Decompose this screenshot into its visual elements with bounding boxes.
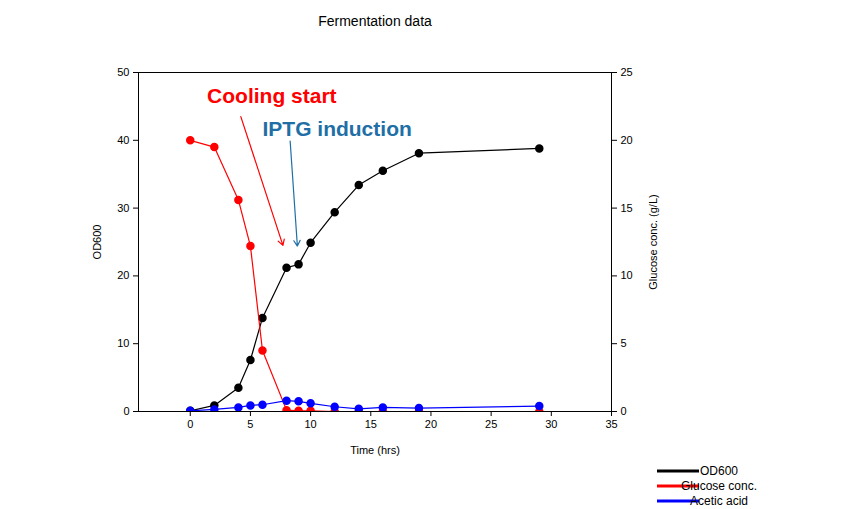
svg-text:10: 10 [304, 418, 316, 430]
svg-text:20: 20 [117, 269, 129, 281]
svg-text:Cooling start: Cooling start [207, 84, 337, 107]
svg-text:20: 20 [621, 134, 633, 146]
svg-text:15: 15 [365, 418, 377, 430]
svg-text:10: 10 [621, 269, 633, 281]
svg-text:0: 0 [621, 405, 627, 417]
svg-text:Acetic acid: Acetic acid [690, 494, 748, 508]
svg-text:Fermentation data: Fermentation data [318, 13, 432, 29]
svg-text:Glucose conc. (g/L): Glucose conc. (g/L) [647, 194, 659, 289]
svg-text:30: 30 [545, 418, 557, 430]
svg-text:IPTG induction: IPTG induction [262, 117, 411, 140]
svg-text:40: 40 [117, 134, 129, 146]
svg-text:OD600: OD600 [91, 225, 103, 260]
svg-text:25: 25 [485, 418, 497, 430]
svg-text:Glucose conc.: Glucose conc. [681, 479, 757, 493]
svg-text:50: 50 [117, 66, 129, 78]
svg-text:5: 5 [247, 418, 253, 430]
svg-text:Time (hrs): Time (hrs) [350, 444, 400, 456]
svg-text:25: 25 [621, 66, 633, 78]
svg-text:OD600: OD600 [700, 464, 738, 478]
svg-text:0: 0 [187, 418, 193, 430]
svg-text:5: 5 [621, 337, 627, 349]
svg-text:20: 20 [425, 418, 437, 430]
svg-text:0: 0 [123, 405, 129, 417]
svg-text:10: 10 [117, 337, 129, 349]
svg-text:35: 35 [605, 418, 617, 430]
svg-text:15: 15 [621, 202, 633, 214]
svg-text:30: 30 [117, 202, 129, 214]
